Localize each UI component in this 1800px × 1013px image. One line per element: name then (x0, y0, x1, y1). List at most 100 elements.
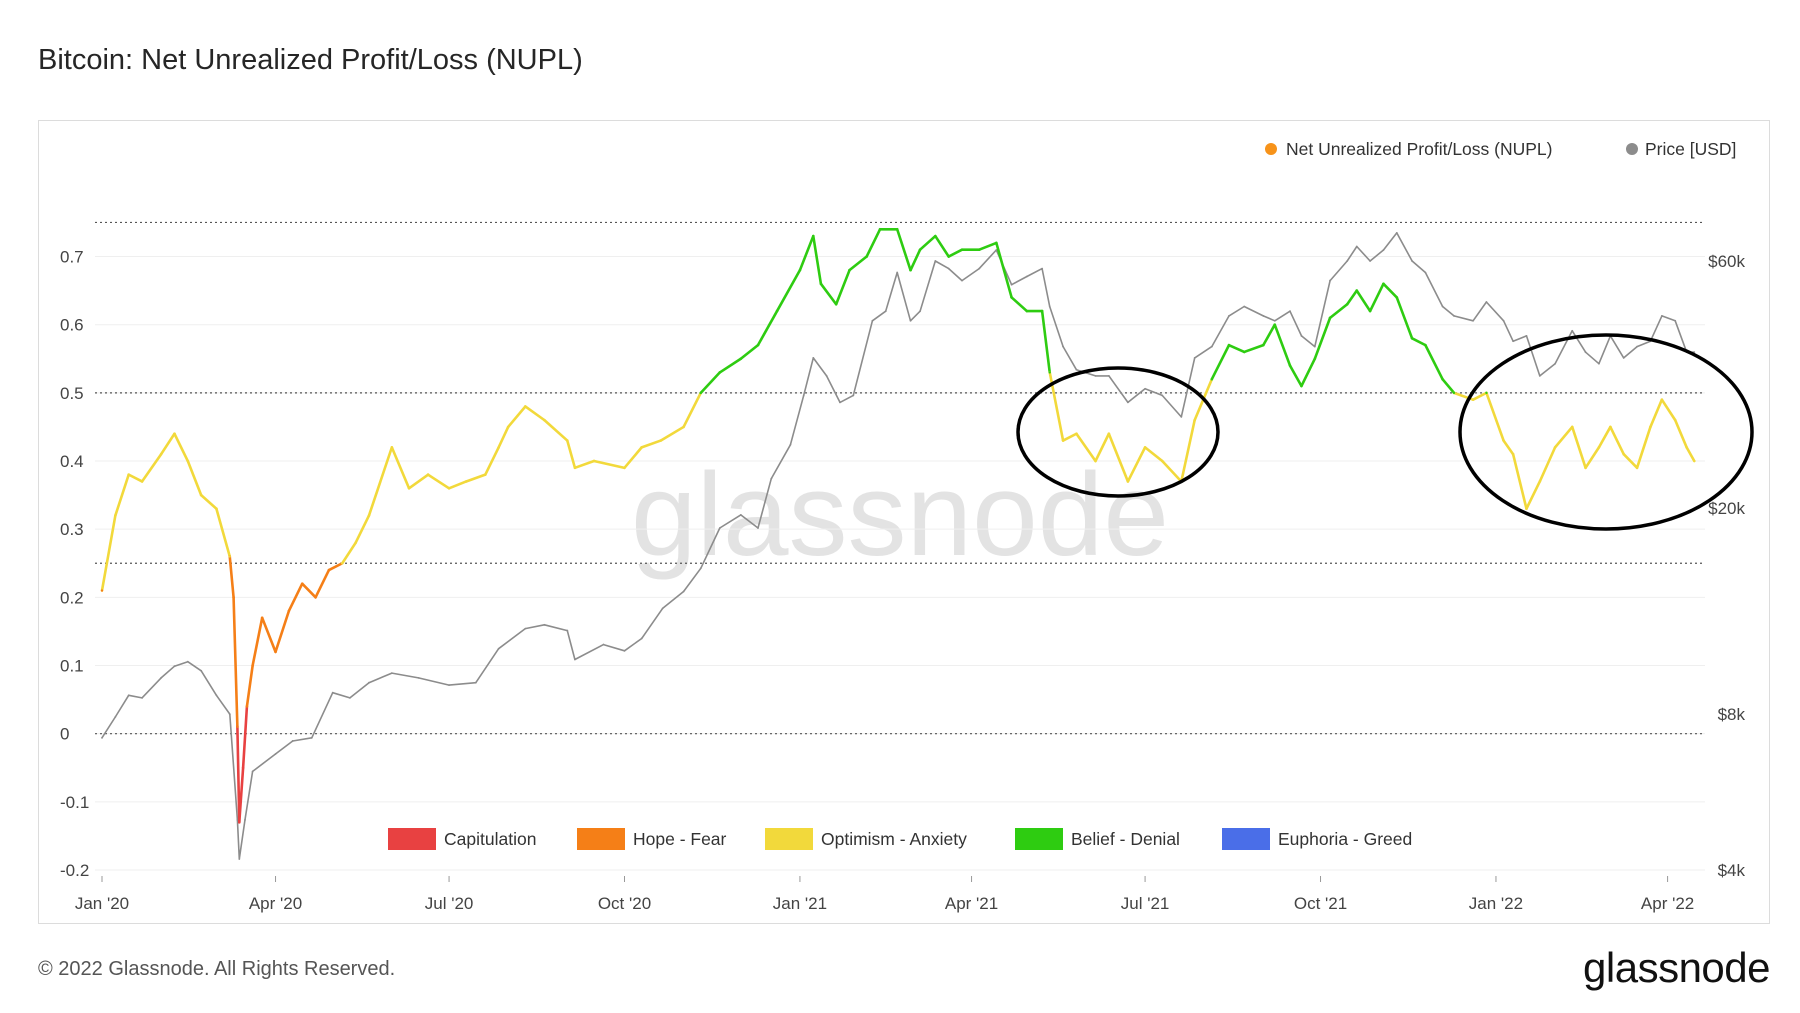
nupl-segment (251, 616, 264, 667)
x-tick-label: Apr '21 (945, 894, 998, 913)
nupl-point (1288, 364, 1292, 367)
price-point (1346, 260, 1349, 262)
price-point (661, 607, 664, 610)
y-left-tick-label: -0.1 (60, 793, 89, 812)
price-point (739, 514, 742, 516)
nupl-point (1571, 425, 1574, 429)
nupl-segment (682, 391, 703, 429)
price-point (1453, 315, 1455, 317)
nupl-point (1471, 398, 1475, 401)
nupl-segment (1328, 302, 1349, 320)
nupl-segment (497, 425, 510, 449)
nupl-segment (1242, 343, 1265, 354)
nupl-point (260, 616, 264, 619)
nupl-segment (228, 555, 235, 599)
nupl-point (236, 725, 239, 729)
nupl-segment (1288, 364, 1303, 388)
nupl-segment (327, 561, 344, 572)
price-point (543, 623, 546, 626)
nupl-point (1424, 343, 1427, 347)
price-point (1300, 335, 1303, 337)
nupl-segment (1094, 432, 1111, 463)
zone-legend-label[interactable]: Optimism - Anxiety (821, 829, 967, 849)
nupl-segment (483, 446, 500, 476)
zone-legend-label[interactable]: Belief - Denial (1071, 829, 1180, 849)
nupl-point (819, 282, 823, 285)
nupl-point (1441, 378, 1444, 381)
nupl-point (995, 241, 998, 245)
nupl-segment (995, 241, 1013, 299)
nupl-segment (1471, 391, 1488, 401)
zone-legend-label[interactable]: Euphoria - Greed (1278, 829, 1412, 849)
nupl-point (447, 487, 451, 490)
x-tick-label: Jul '20 (425, 894, 474, 913)
nupl-point (878, 228, 882, 231)
nupl-point (173, 432, 176, 435)
nupl-segment (1622, 452, 1639, 470)
nupl-point (241, 766, 245, 769)
price-point (215, 694, 218, 697)
nupl-point (367, 514, 371, 517)
x-tick-label: Apr '20 (249, 894, 302, 913)
nupl-point (798, 268, 802, 272)
nupl-segment (241, 705, 249, 770)
legend-nupl-label[interactable]: Net Unrealized Profit/Loss (NUPL) (1286, 139, 1552, 159)
nupl-segment (1525, 480, 1542, 511)
nupl-segment (834, 268, 851, 306)
nupl-segment (274, 609, 291, 654)
nupl-segment (1040, 309, 1052, 374)
y-right-tick-label: $8k (1718, 705, 1746, 724)
price-point (934, 260, 937, 262)
price-point (448, 684, 450, 687)
nupl-segment (186, 459, 203, 497)
nupl-segment (140, 452, 163, 483)
nupl-point (566, 439, 569, 442)
nupl-point (1143, 446, 1147, 449)
x-tick-label: Oct '21 (1294, 894, 1347, 913)
nupl-point (354, 541, 357, 545)
nupl-segment (1160, 459, 1183, 483)
glassnode-logo[interactable]: glassnode (1583, 944, 1770, 991)
nupl-segment (236, 725, 241, 824)
price-point (1329, 279, 1331, 282)
price-point (1538, 374, 1541, 377)
nupl-segment (1075, 432, 1097, 463)
nupl-point (1346, 303, 1349, 306)
nupl-segment (390, 446, 411, 490)
price-point (274, 753, 277, 755)
nupl-point (623, 466, 626, 470)
y-right-tick-label: $4k (1718, 861, 1746, 880)
zone-legend-label[interactable]: Capitulation (444, 829, 536, 849)
nupl-point (1075, 432, 1078, 435)
y-left-tick-label: 0.2 (60, 588, 84, 607)
nupl-segment (1143, 446, 1164, 463)
nupl-point (341, 562, 344, 565)
nupl-segment (1685, 446, 1696, 463)
nupl-segment (1410, 337, 1427, 347)
price-point (173, 665, 176, 668)
nupl-point (314, 596, 317, 599)
nupl-segment (775, 268, 802, 313)
nupl-segment (237, 766, 245, 824)
nupl-point (775, 309, 779, 313)
zone-legend-label[interactable]: Hope - Fear (633, 829, 727, 849)
legend-price-label[interactable]: Price [USD] (1645, 139, 1736, 159)
price-point (802, 394, 805, 397)
nupl-point (1094, 459, 1097, 463)
nupl-segment (1262, 323, 1277, 347)
price-point (127, 694, 130, 697)
price-point (825, 374, 828, 377)
nupl-segment (407, 473, 430, 490)
price-point (1584, 351, 1587, 354)
nupl-segment (718, 357, 743, 374)
nupl-segment (524, 405, 546, 422)
price-point (871, 319, 874, 322)
nupl-point (127, 473, 130, 476)
nupl-point (812, 234, 815, 238)
y-left-tick-label: 0.3 (60, 520, 84, 539)
price-point (1554, 362, 1556, 365)
price-point (566, 629, 569, 632)
nupl-segment (592, 459, 626, 470)
price-point (1424, 271, 1427, 274)
nupl-point (1048, 371, 1051, 374)
